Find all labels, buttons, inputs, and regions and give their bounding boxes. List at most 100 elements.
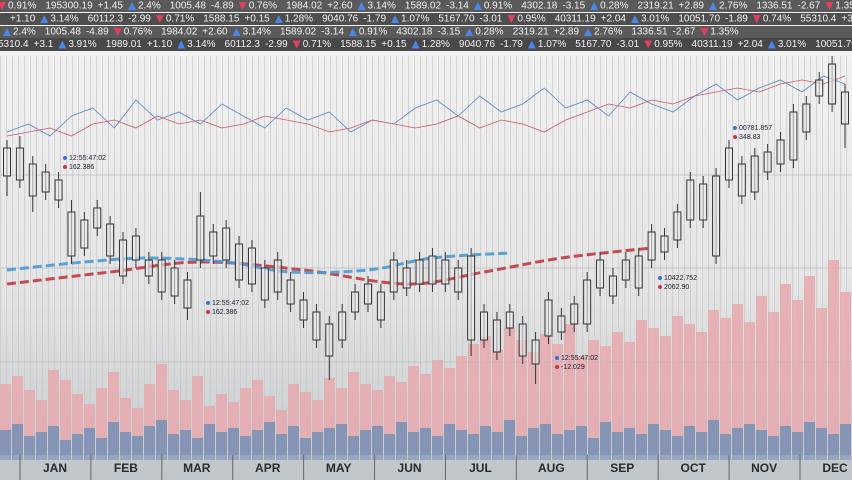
annotation-label: 162.386: [212, 309, 237, 316]
candle-body: [170, 267, 179, 297]
month-label: APR: [255, 461, 281, 475]
volume-bar: [840, 424, 851, 460]
candle-body: [247, 247, 256, 285]
annotation-label: 12:55:47:02: [212, 300, 249, 307]
annotation-label: 2062.90: [664, 284, 689, 291]
volume-bar: [312, 432, 323, 460]
volume-bar: [648, 328, 659, 460]
arrow-up: [58, 40, 67, 49]
volume-bar: [36, 432, 47, 460]
volume-bar: [384, 434, 395, 460]
index-line: [6, 75, 846, 137]
month-label: MAY: [326, 461, 352, 475]
volume-bar: [696, 332, 707, 460]
ticker-pct: 0.28%: [600, 1, 628, 12]
candle-body: [841, 91, 849, 125]
annotation-label: 10422.752: [664, 275, 697, 282]
volume-bar: [252, 430, 263, 460]
volume-bar: [96, 438, 107, 460]
volume-bar: [312, 400, 323, 460]
ticker-change: +0.15: [244, 14, 270, 25]
annotation-dot: [555, 365, 559, 369]
volume-bar: [768, 436, 779, 460]
month-label: DEC: [822, 461, 848, 475]
volume-bar: [552, 434, 563, 460]
ticker-pct: 2.4%: [13, 27, 36, 38]
ticker-price: 1589.02: [405, 1, 442, 12]
volume-bar: [48, 370, 59, 460]
volume-bar: [240, 436, 251, 460]
volume-bar: [132, 408, 143, 460]
volume-bar: [792, 300, 803, 460]
ticker-pct: 0.91%: [8, 1, 36, 12]
volume-bar: [60, 380, 71, 460]
candle-body: [570, 303, 579, 325]
volume-bar: [672, 316, 683, 460]
candle-body: [80, 219, 89, 249]
ticker-pct: 0.95%: [654, 39, 682, 50]
volume-bar: [120, 398, 131, 460]
arrow-down: [155, 15, 164, 23]
volume-bar: [624, 428, 635, 460]
month-label: MAR: [183, 461, 211, 475]
volume-bar: [192, 438, 203, 460]
candle-body: [119, 239, 128, 277]
annotation-label: 162.386: [69, 164, 94, 171]
ticker-price: 1005.48: [45, 27, 82, 38]
volume-bar: [300, 392, 311, 460]
volume-bar: [288, 384, 299, 460]
volume-bar: [420, 374, 431, 460]
ticker-price: 4302.18: [521, 1, 558, 12]
arrow-up: [708, 2, 717, 10]
arrow-up: [590, 2, 599, 10]
arrow-down: [292, 40, 301, 49]
volume-bar: [0, 384, 11, 460]
volume-bar: [204, 424, 215, 460]
ticker-pct: 3.01%: [778, 39, 806, 50]
volume-bar: [408, 366, 419, 460]
ticker-pct: 0.74%: [763, 14, 791, 25]
candle-body: [737, 163, 746, 197]
ticker-pct: 0.91%: [484, 1, 512, 12]
volume-bar: [792, 432, 803, 460]
volume-bar: [240, 388, 251, 460]
candle-body: [415, 259, 424, 285]
month-label: FEB: [114, 461, 138, 475]
volume-bar: [516, 436, 527, 460]
ticker-price: 5167.70: [575, 39, 612, 50]
ticker-price: 40311.19: [692, 39, 733, 50]
candle-body: [815, 79, 824, 97]
candle-body: [596, 259, 605, 289]
volume-bar: [768, 312, 779, 460]
volume-bar: [576, 356, 587, 460]
candle-body: [428, 255, 437, 285]
ticker: 0.91% 195300.19 +1.45 2.4% 1005.48 -4.89 0.76%…: [0, 0, 852, 51]
annotation-dot: [206, 301, 210, 305]
annotation-layer: 12:55:47:02 162.386 12:55:47:02 162.386 0078…: [63, 125, 772, 371]
volume-bar: [468, 434, 479, 460]
volume-bar: [384, 376, 395, 460]
arrow-down: [507, 15, 516, 23]
volume-bar: [804, 422, 815, 460]
volume-bar: [72, 434, 83, 460]
candle-body: [183, 279, 192, 309]
candle-body: [157, 259, 166, 293]
candle-body: [260, 267, 269, 301]
annotation-label: 348.83: [739, 134, 761, 141]
ticker-pct: 3.14%: [50, 14, 78, 25]
candle-body: [363, 283, 372, 305]
ticker-change: +1.45: [98, 1, 124, 12]
ticker-price: 9040.76: [459, 39, 496, 50]
ticker-price: 1984.02: [161, 27, 198, 38]
arrow-up: [127, 2, 136, 10]
ticker-price: 1588.15: [203, 14, 240, 25]
ticker-pct: 3.91%: [68, 39, 96, 50]
annotation-dot: [63, 156, 67, 160]
ticker-change: +3.1: [34, 39, 54, 50]
annotation-dot: [555, 356, 559, 360]
volume-bar: [588, 340, 599, 460]
ticker-price: 60112.3: [225, 39, 261, 50]
arrow-down: [752, 15, 761, 23]
month-layer: JAN FEB MAR APR MAY JUN JUL AUG SEP OCT NOV DEC: [19, 455, 848, 480]
volume-bar: [12, 424, 23, 460]
